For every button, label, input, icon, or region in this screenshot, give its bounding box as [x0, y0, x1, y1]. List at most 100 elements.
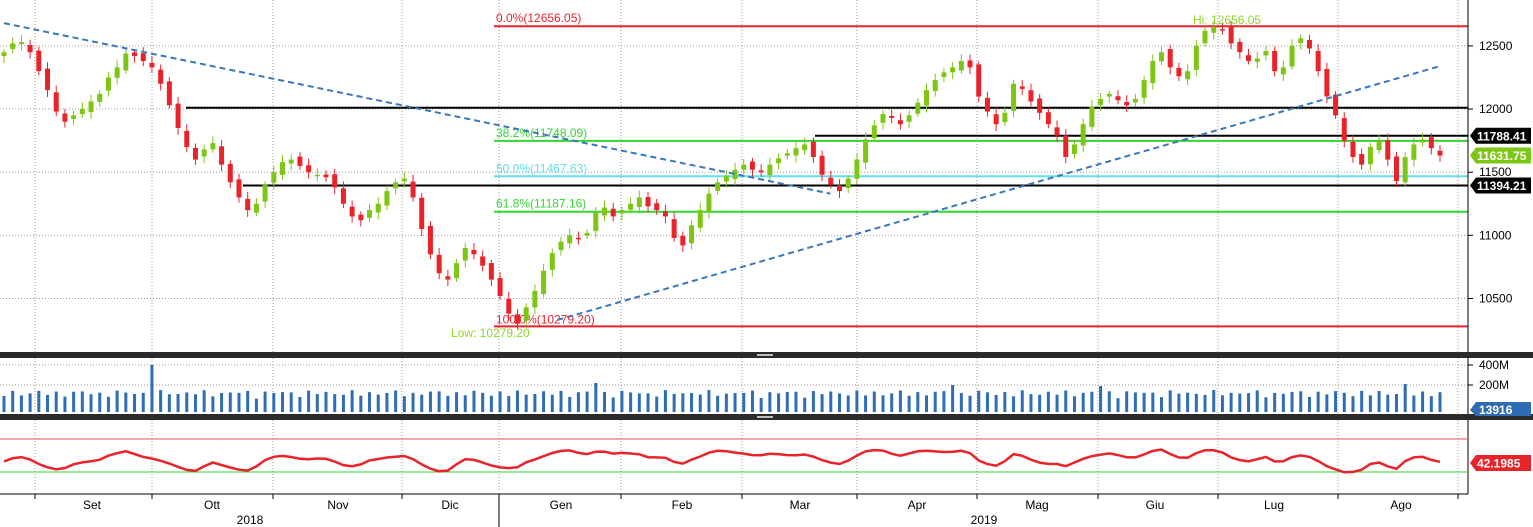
- candle-body: [1071, 144, 1077, 154]
- candle-body: [697, 210, 703, 228]
- volume-bar: [733, 392, 737, 412]
- volume-bar: [1334, 391, 1338, 412]
- volume-bar: [820, 394, 824, 412]
- candle-body: [262, 184, 268, 202]
- candle-body: [767, 164, 773, 176]
- candle-body: [1002, 112, 1008, 123]
- candle-body: [1350, 141, 1356, 158]
- volume-bar: [1421, 391, 1425, 412]
- volume-bar: [1064, 390, 1068, 412]
- month-label: Ott: [204, 498, 221, 512]
- candle-body: [105, 77, 111, 91]
- candle-body: [924, 90, 930, 106]
- volume-bar: [681, 393, 685, 412]
- candle-body: [654, 203, 660, 211]
- candle-body: [741, 164, 747, 170]
- candle-body: [71, 115, 77, 119]
- volume-bar: [585, 391, 589, 412]
- volume-bar: [428, 391, 432, 412]
- candle-body: [758, 170, 764, 173]
- volume-last-tag-text: 13916: [1479, 403, 1513, 417]
- month-label: Gen: [550, 498, 573, 512]
- candle-body: [1106, 93, 1112, 97]
- volume-bar: [1107, 391, 1111, 412]
- volume-bar: [1116, 398, 1120, 412]
- volume-bar: [690, 393, 694, 412]
- price-axis-tick-label: 10500: [1479, 292, 1513, 306]
- volume-bar: [1238, 393, 1242, 412]
- volume-bar: [1029, 394, 1033, 412]
- volume-bar: [864, 395, 868, 412]
- candle-body: [1359, 153, 1365, 165]
- candle-body: [889, 115, 895, 118]
- volume-bar: [1438, 392, 1442, 412]
- candle-body: [1428, 137, 1434, 149]
- candle-body: [715, 182, 721, 191]
- candle-body: [506, 298, 512, 314]
- volume-bar: [698, 394, 702, 412]
- volume-bar: [324, 391, 328, 412]
- candle-body: [749, 161, 755, 170]
- candle-body: [1289, 45, 1295, 67]
- volume-bar: [916, 392, 920, 412]
- candle-body: [854, 159, 860, 179]
- candle-body: [628, 203, 634, 210]
- candle-body: [462, 247, 468, 261]
- last-value-tag-bg: [1470, 177, 1531, 194]
- volume-bar: [80, 391, 84, 412]
- candle-body: [497, 278, 503, 296]
- volume-bar: [1429, 396, 1433, 412]
- month-label: Mar: [790, 498, 811, 512]
- candle-body: [1176, 67, 1182, 77]
- candle-body: [558, 241, 564, 251]
- volume-bar: [211, 396, 215, 412]
- candle-body: [532, 290, 538, 308]
- volume-axis-tick-label: 400M: [1479, 358, 1509, 372]
- candle-body: [1011, 83, 1017, 111]
- volume-bar: [716, 395, 720, 412]
- volume-bar: [768, 392, 772, 412]
- volume-bar: [550, 394, 554, 412]
- candle-body: [10, 43, 16, 50]
- volume-bar: [455, 392, 459, 412]
- candle-body: [393, 182, 399, 189]
- volume-bar: [750, 390, 754, 412]
- volume-bar: [1386, 394, 1390, 412]
- volume-bar: [1125, 391, 1129, 412]
- low-annotation: Low: 10279.20: [451, 326, 530, 340]
- volume-bar: [576, 392, 580, 412]
- volume-bar: [437, 391, 441, 412]
- candle-body: [332, 174, 338, 188]
- candle-body: [871, 125, 877, 139]
- candle-body: [1393, 156, 1399, 182]
- volume-bar: [1307, 396, 1311, 412]
- volume-bar: [1247, 393, 1251, 412]
- volume-bar: [881, 395, 885, 412]
- volume-bar: [1412, 395, 1416, 412]
- volume-bar: [1229, 392, 1233, 412]
- last-value-tag-bg: [1470, 147, 1531, 164]
- volume-bar: [1377, 391, 1381, 412]
- volume-bar: [1394, 393, 1398, 412]
- fib-level-label: 38.2%(11748.09): [496, 126, 587, 140]
- candle-body: [62, 113, 68, 122]
- volume-bar: [1203, 394, 1207, 412]
- candle-body: [340, 188, 346, 204]
- volume-bar: [98, 392, 102, 412]
- candle-body: [123, 53, 129, 71]
- candles: [1, 21, 1443, 329]
- candle-body: [541, 270, 547, 295]
- volume-bar: [1003, 392, 1007, 412]
- volume-bar: [568, 396, 572, 412]
- candle-body: [132, 52, 138, 57]
- candle-body: [1202, 30, 1208, 44]
- volume-bar: [1281, 393, 1285, 412]
- candle-body: [1228, 26, 1234, 44]
- month-label: Apr: [908, 498, 927, 512]
- candle-body: [1280, 67, 1286, 75]
- volume-bar: [707, 390, 711, 412]
- candle-body: [967, 60, 973, 68]
- candle-body: [1298, 38, 1304, 43]
- volume-bar: [28, 393, 32, 412]
- volume-bar: [368, 392, 372, 412]
